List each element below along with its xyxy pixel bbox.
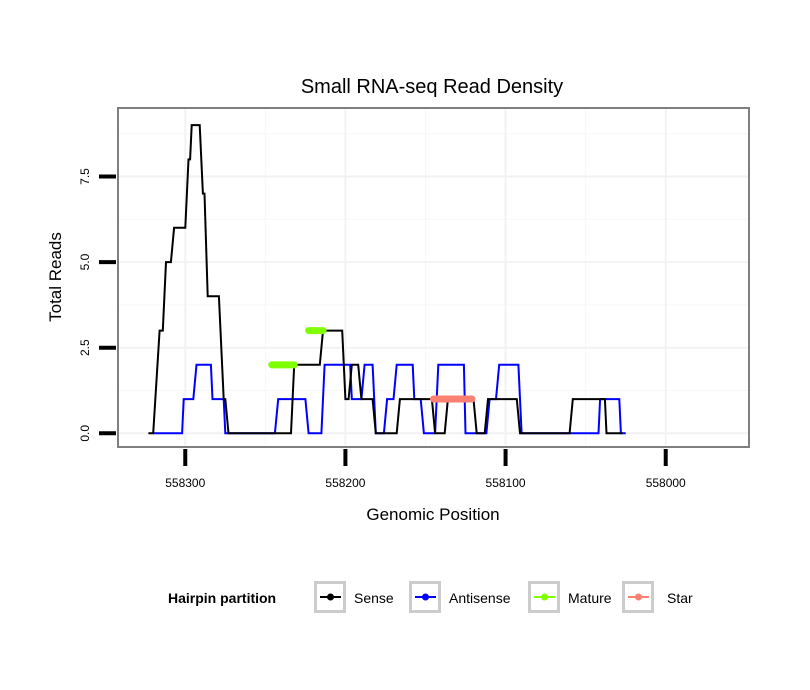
y-axis-title: Total Reads <box>46 232 65 322</box>
x-tick-label: 558200 <box>325 476 365 490</box>
y-tick-label: 7.5 <box>78 168 92 185</box>
x-tick-label: 558100 <box>486 476 526 490</box>
legend-key-point <box>541 593 548 601</box>
y-axis: 0.0 2.5 5.0 7.5 <box>78 168 116 442</box>
grid-major <box>118 108 749 447</box>
legend-label-sense: Sense <box>354 590 394 606</box>
x-axis: 558300 558200 558100 558000 <box>165 449 686 490</box>
legend-label-star: Star <box>667 590 693 606</box>
y-tick-label: 5.0 <box>78 253 92 270</box>
chart-title: Small RNA-seq Read Density <box>301 76 563 98</box>
legend-label-antisense: Antisense <box>449 590 511 606</box>
series-layer <box>148 124 626 435</box>
legend-key-point <box>635 593 642 601</box>
x-axis-title: Genomic Position <box>366 505 499 524</box>
series-line-sense <box>148 124 623 435</box>
panel-border <box>117 107 750 448</box>
series-line-antisense <box>153 363 626 435</box>
legend-label-mature: Mature <box>568 590 612 606</box>
plot-panel <box>117 107 750 448</box>
x-tick-label: 558300 <box>165 476 205 490</box>
legend-key-point <box>327 593 334 601</box>
legend-key-point <box>422 593 429 601</box>
x-tick-label: 558000 <box>646 476 686 490</box>
y-tick-label: 0.0 <box>78 425 92 442</box>
legend-title: Hairpin partition <box>168 590 276 606</box>
y-tick-label: 2.5 <box>78 339 92 356</box>
legend: Hairpin partition Sense Antisense Mature St… <box>168 581 693 613</box>
